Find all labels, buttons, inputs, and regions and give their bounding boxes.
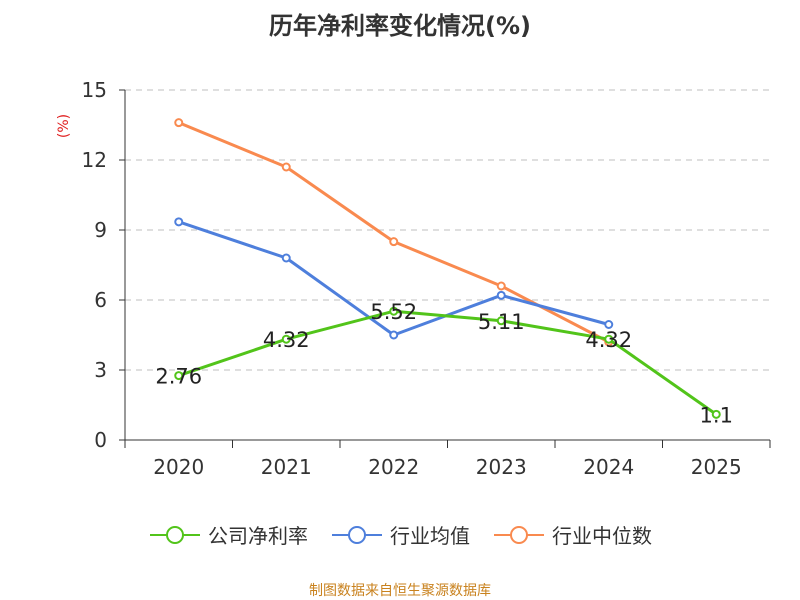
source-note: 制图数据来自恒生聚源数据库 xyxy=(309,583,491,599)
data-point xyxy=(389,237,399,247)
y-tick-label: 12 xyxy=(82,148,107,172)
legend-line-icon xyxy=(150,525,200,544)
data-point xyxy=(174,217,184,227)
data-label: 2.76 xyxy=(155,365,202,389)
data-point xyxy=(496,316,506,326)
y-tick-label: 0 xyxy=(94,428,107,452)
data-label: 4.32 xyxy=(585,328,632,352)
data-label: 5.52 xyxy=(370,300,417,324)
grid-lines xyxy=(125,89,770,371)
y-unit-label: (%) xyxy=(56,114,72,138)
axes: 0 3 6 9 12 15 (%) 2020 2021 2022 2023 2024 2025 xyxy=(56,78,771,479)
x-tick-label: 2020 xyxy=(153,455,204,479)
x-tick-label: 2023 xyxy=(476,455,527,479)
series-lines xyxy=(174,118,721,419)
legend-label: 公司净利率 xyxy=(208,524,308,548)
y-tick-label: 3 xyxy=(94,358,107,382)
y-tick-label: 15 xyxy=(82,78,107,102)
legend-label: 行业均值 xyxy=(390,524,470,548)
legend-item-industry-median[interactable]: 行业中位数 xyxy=(492,520,652,549)
data-point xyxy=(281,253,291,263)
data-point xyxy=(604,320,614,329)
data-point xyxy=(389,330,399,340)
data-point xyxy=(281,334,291,344)
legend-item-industry-mean[interactable]: 行业均值 xyxy=(330,520,470,549)
y-tick-label: 6 xyxy=(94,288,107,312)
x-tick-label: 2022 xyxy=(368,455,419,479)
legend-label: 行业中位数 xyxy=(552,524,652,548)
data-point xyxy=(496,281,506,291)
data-point xyxy=(604,334,614,344)
data-point xyxy=(174,118,184,128)
legend-item-company[interactable]: 公司净利率 xyxy=(148,520,308,549)
legend-line-icon xyxy=(494,525,544,544)
data-point xyxy=(496,290,506,300)
x-tick-label: 2025 xyxy=(691,455,742,479)
data-point xyxy=(281,162,291,172)
series-line xyxy=(178,309,718,416)
data-label: 4.32 xyxy=(263,328,310,352)
data-point xyxy=(174,371,184,381)
data-labels: 2.76 4.32 5.52 5.11 4.32 1.1 xyxy=(155,300,733,427)
legend: 公司净利率 行业均值 行业中位数 xyxy=(0,520,800,549)
data-point xyxy=(389,306,399,316)
chart-title: 历年净利率变化情况(%) xyxy=(269,12,531,40)
data-label: 1.1 xyxy=(700,403,733,427)
x-tick-label: 2024 xyxy=(583,455,634,479)
legend-line-icon xyxy=(332,525,382,544)
data-label: 5.11 xyxy=(478,310,525,334)
y-tick-label: 9 xyxy=(94,218,107,242)
data-point xyxy=(711,409,721,419)
x-tick-label: 2021 xyxy=(261,455,312,479)
